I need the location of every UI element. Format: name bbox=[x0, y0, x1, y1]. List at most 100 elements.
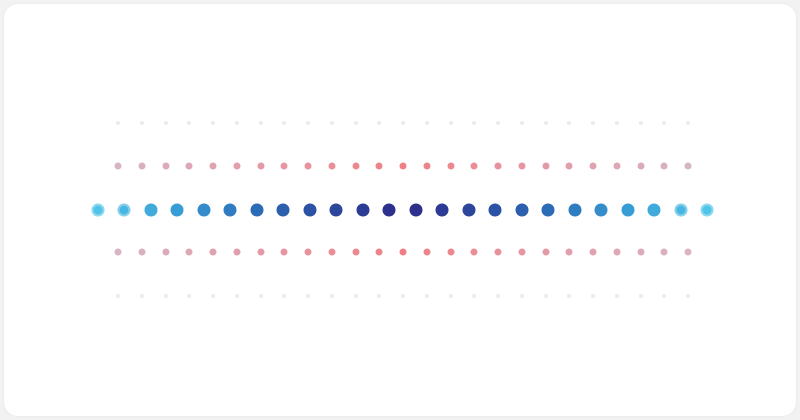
faint-dot bbox=[424, 294, 429, 298]
main-dot bbox=[409, 203, 423, 217]
secondary-dot bbox=[280, 248, 288, 256]
secondary-dot bbox=[185, 162, 193, 170]
secondary-dot bbox=[494, 162, 502, 170]
main-dot bbox=[197, 203, 211, 217]
faint-dot bbox=[187, 121, 192, 125]
faint-dot bbox=[567, 121, 572, 125]
faint-dot bbox=[282, 294, 287, 298]
main-dot bbox=[382, 203, 396, 217]
faint-dot bbox=[401, 294, 405, 298]
faint-dot bbox=[591, 294, 595, 298]
secondary-dot bbox=[660, 248, 668, 256]
main-dot bbox=[647, 203, 661, 217]
faint-dot bbox=[567, 294, 572, 298]
secondary-dot bbox=[399, 248, 407, 256]
secondary-dot bbox=[565, 162, 573, 170]
secondary-dot bbox=[470, 162, 478, 170]
faint-dot bbox=[662, 121, 667, 125]
dot-animation-card bbox=[4, 4, 796, 416]
main-dot bbox=[117, 203, 131, 217]
secondary-dot bbox=[257, 248, 264, 256]
faint-dot bbox=[401, 121, 405, 125]
main-dot bbox=[250, 203, 264, 217]
secondary-dot bbox=[637, 248, 644, 256]
secondary-dot bbox=[684, 248, 692, 256]
main-dot bbox=[674, 203, 688, 217]
main-dot bbox=[594, 203, 608, 217]
faint-dot bbox=[424, 121, 429, 125]
faint-dot bbox=[448, 121, 453, 125]
secondary-dot bbox=[637, 162, 644, 170]
faint-dot bbox=[614, 121, 619, 125]
faint-dot bbox=[591, 121, 595, 125]
main-dot bbox=[621, 203, 635, 217]
faint-dot bbox=[234, 294, 239, 298]
secondary-dot bbox=[494, 248, 502, 256]
faint-dot bbox=[139, 294, 144, 298]
faint-dot bbox=[211, 294, 215, 298]
secondary-dot bbox=[518, 248, 526, 256]
secondary-dot bbox=[542, 248, 549, 256]
faint-dot bbox=[472, 121, 477, 125]
faint-dot bbox=[614, 294, 619, 298]
main-dot bbox=[700, 203, 714, 217]
faint-dot bbox=[211, 121, 215, 125]
secondary-dot bbox=[375, 162, 383, 170]
secondary-dot bbox=[352, 248, 359, 256]
main-dot bbox=[515, 203, 529, 217]
faint-dot bbox=[116, 121, 120, 125]
faint-dot bbox=[686, 121, 690, 125]
secondary-dot bbox=[589, 162, 597, 170]
secondary-dot bbox=[399, 162, 407, 170]
secondary-dot bbox=[162, 248, 169, 256]
secondary-dot bbox=[233, 248, 241, 256]
faint-dot bbox=[306, 121, 310, 125]
faint-dot bbox=[329, 121, 334, 125]
secondary-dot bbox=[185, 248, 193, 256]
secondary-dot bbox=[589, 248, 597, 256]
faint-dot bbox=[377, 121, 382, 125]
faint-dot bbox=[163, 121, 168, 125]
faint-dot bbox=[187, 294, 192, 298]
secondary-dot bbox=[233, 162, 241, 170]
faint-dot bbox=[353, 121, 358, 125]
faint-dot bbox=[163, 294, 168, 298]
faint-dot bbox=[282, 121, 287, 125]
secondary-dot bbox=[209, 162, 217, 170]
main-dot bbox=[488, 203, 502, 217]
secondary-dot bbox=[660, 162, 668, 170]
faint-dot bbox=[686, 294, 690, 298]
secondary-dot bbox=[114, 162, 122, 170]
faint-dot bbox=[258, 121, 263, 125]
main-dot bbox=[91, 203, 105, 217]
faint-dot bbox=[448, 294, 453, 298]
faint-dot bbox=[472, 294, 477, 298]
faint-dot bbox=[543, 294, 548, 298]
secondary-dot bbox=[613, 248, 621, 256]
secondary-dot bbox=[114, 248, 122, 256]
secondary-dot bbox=[447, 248, 454, 256]
secondary-dot bbox=[565, 248, 573, 256]
secondary-dot bbox=[138, 162, 146, 170]
main-dot bbox=[462, 203, 476, 217]
secondary-dot bbox=[613, 162, 621, 170]
main-dot bbox=[276, 203, 290, 217]
faint-dot bbox=[638, 294, 643, 298]
secondary-dot bbox=[328, 162, 336, 170]
faint-dot bbox=[377, 294, 382, 298]
secondary-dot bbox=[375, 248, 383, 256]
main-dot bbox=[303, 203, 317, 217]
secondary-dot bbox=[447, 162, 454, 170]
main-dot bbox=[435, 203, 449, 217]
secondary-dot bbox=[470, 248, 478, 256]
main-dot bbox=[568, 203, 582, 217]
main-dot bbox=[170, 203, 184, 217]
main-dot bbox=[144, 203, 158, 217]
main-dot bbox=[329, 203, 343, 217]
secondary-dot bbox=[138, 248, 146, 256]
faint-dot bbox=[638, 121, 643, 125]
secondary-dot bbox=[542, 162, 549, 170]
faint-dot bbox=[662, 294, 667, 298]
secondary-dot bbox=[684, 162, 692, 170]
secondary-dot bbox=[209, 248, 217, 256]
